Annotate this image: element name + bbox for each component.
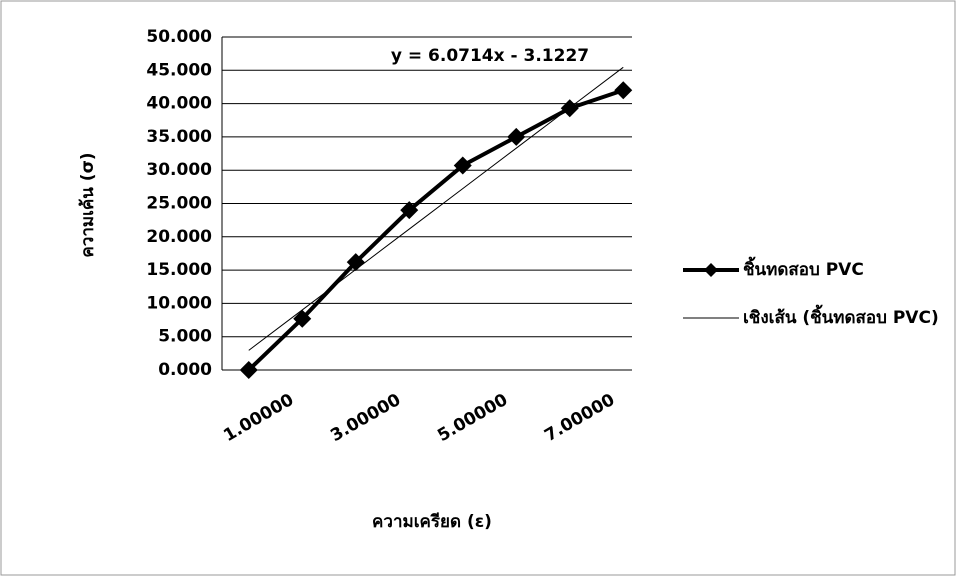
y-tick-label: 35.000 (146, 127, 212, 147)
y-tick-label: 15.000 (146, 260, 212, 280)
y-tick-label: 10.000 (146, 293, 212, 313)
y-tick-label: 30.000 (146, 160, 212, 180)
y-tick-label: 40.000 (146, 94, 212, 114)
x-axis-title: ความเครียด (ε) (372, 511, 492, 532)
chart-border (1, 1, 955, 575)
trend-equation: y = 6.0714x - 3.1227 (391, 46, 589, 66)
chart: ความเค้น (σ) ความเครียด (ε) y = 6.0714x … (0, 0, 956, 576)
legend-label: เชิงเส้น (ชิ้นทดสอบ PVC) (743, 304, 939, 328)
y-axis-title: ความเค้น (σ) (78, 152, 98, 257)
y-tick-label: 20.000 (146, 227, 212, 247)
y-tick-label: 5.000 (158, 327, 212, 347)
y-tick-label: 45.000 (146, 60, 212, 80)
page: ความเค้น (σ) ความเครียด (ε) y = 6.0714x … (0, 0, 956, 576)
legend-label: ชิ้นทดสอบ PVC (743, 256, 864, 280)
y-tick-label: 25.000 (146, 194, 212, 214)
y-tick-label: 50.000 (146, 27, 212, 47)
y-tick-label: 0.000 (158, 360, 212, 380)
